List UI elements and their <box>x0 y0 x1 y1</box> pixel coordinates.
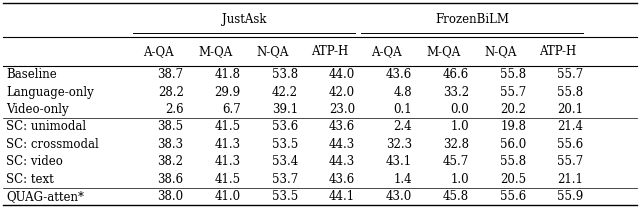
Text: 44.0: 44.0 <box>329 68 355 81</box>
Text: 55.8: 55.8 <box>557 85 583 99</box>
Text: 41.5: 41.5 <box>214 120 241 134</box>
Text: 33.2: 33.2 <box>443 85 469 99</box>
Text: 2.4: 2.4 <box>394 120 412 134</box>
Text: SC: crossmodal: SC: crossmodal <box>6 138 99 151</box>
Text: N-QA: N-QA <box>256 45 289 58</box>
Text: 0.1: 0.1 <box>394 103 412 116</box>
Text: 38.2: 38.2 <box>157 155 184 168</box>
Text: 32.3: 32.3 <box>386 138 412 151</box>
Text: 41.5: 41.5 <box>214 173 241 186</box>
Text: 38.7: 38.7 <box>157 68 184 81</box>
Text: 42.0: 42.0 <box>329 85 355 99</box>
Text: 45.7: 45.7 <box>443 155 469 168</box>
Text: 55.7: 55.7 <box>557 155 583 168</box>
Text: 42.2: 42.2 <box>272 85 298 99</box>
Text: Baseline: Baseline <box>6 68 57 81</box>
Text: M-QA: M-QA <box>427 45 461 58</box>
Text: 2.6: 2.6 <box>165 103 184 116</box>
Text: 6.7: 6.7 <box>222 103 241 116</box>
Text: ATP-H: ATP-H <box>311 45 348 58</box>
Text: 55.7: 55.7 <box>500 85 526 99</box>
Text: 55.8: 55.8 <box>500 68 526 81</box>
Text: A-QA: A-QA <box>143 45 173 58</box>
Text: 43.6: 43.6 <box>329 173 355 186</box>
Text: 29.9: 29.9 <box>214 85 241 99</box>
Text: 38.3: 38.3 <box>157 138 184 151</box>
Text: 28.2: 28.2 <box>157 85 184 99</box>
Text: 53.7: 53.7 <box>271 173 298 186</box>
Text: 23.0: 23.0 <box>329 103 355 116</box>
Text: 53.5: 53.5 <box>271 190 298 203</box>
Text: 20.1: 20.1 <box>557 103 583 116</box>
Text: SC: video: SC: video <box>6 155 63 168</box>
Text: 20.2: 20.2 <box>500 103 526 116</box>
Text: QUAG-atten*: QUAG-atten* <box>6 190 84 203</box>
Text: 55.9: 55.9 <box>557 190 583 203</box>
Text: 44.1: 44.1 <box>329 190 355 203</box>
Text: 32.8: 32.8 <box>443 138 469 151</box>
Text: 53.6: 53.6 <box>271 120 298 134</box>
Text: Language-only: Language-only <box>6 85 93 99</box>
Text: 46.6: 46.6 <box>443 68 469 81</box>
Text: 21.4: 21.4 <box>557 120 583 134</box>
Text: 56.0: 56.0 <box>500 138 526 151</box>
Text: 41.3: 41.3 <box>214 138 241 151</box>
Text: 19.8: 19.8 <box>500 120 526 134</box>
Text: 43.6: 43.6 <box>329 120 355 134</box>
Text: 20.5: 20.5 <box>500 173 526 186</box>
Text: FrozenBiLM: FrozenBiLM <box>435 14 509 26</box>
Text: 43.0: 43.0 <box>386 190 412 203</box>
Text: 55.6: 55.6 <box>557 138 583 151</box>
Text: ATP-H: ATP-H <box>540 45 577 58</box>
Text: 41.3: 41.3 <box>214 155 241 168</box>
Text: 38.0: 38.0 <box>157 190 184 203</box>
Text: Video-only: Video-only <box>6 103 68 116</box>
Text: 1.0: 1.0 <box>451 173 469 186</box>
Text: 55.8: 55.8 <box>500 155 526 168</box>
Text: N-QA: N-QA <box>484 45 517 58</box>
Text: 55.6: 55.6 <box>500 190 526 203</box>
Text: 38.5: 38.5 <box>157 120 184 134</box>
Text: 1.4: 1.4 <box>394 173 412 186</box>
Text: 0.0: 0.0 <box>451 103 469 116</box>
Text: 4.8: 4.8 <box>394 85 412 99</box>
Text: 44.3: 44.3 <box>329 138 355 151</box>
Text: 43.1: 43.1 <box>386 155 412 168</box>
Text: M-QA: M-QA <box>198 45 232 58</box>
Text: 41.8: 41.8 <box>214 68 241 81</box>
Text: 21.1: 21.1 <box>557 173 583 186</box>
Text: 43.6: 43.6 <box>386 68 412 81</box>
Text: SC: text: SC: text <box>6 173 54 186</box>
Text: 1.0: 1.0 <box>451 120 469 134</box>
Text: 53.4: 53.4 <box>271 155 298 168</box>
Text: SC: unimodal: SC: unimodal <box>6 120 86 134</box>
Text: 53.5: 53.5 <box>271 138 298 151</box>
Text: JustAsk: JustAsk <box>221 14 266 26</box>
Text: 55.7: 55.7 <box>557 68 583 81</box>
Text: 44.3: 44.3 <box>329 155 355 168</box>
Text: 53.8: 53.8 <box>271 68 298 81</box>
Text: 39.1: 39.1 <box>271 103 298 116</box>
Text: 45.8: 45.8 <box>443 190 469 203</box>
Text: 41.0: 41.0 <box>214 190 241 203</box>
Text: A-QA: A-QA <box>371 45 402 58</box>
Text: 38.6: 38.6 <box>157 173 184 186</box>
